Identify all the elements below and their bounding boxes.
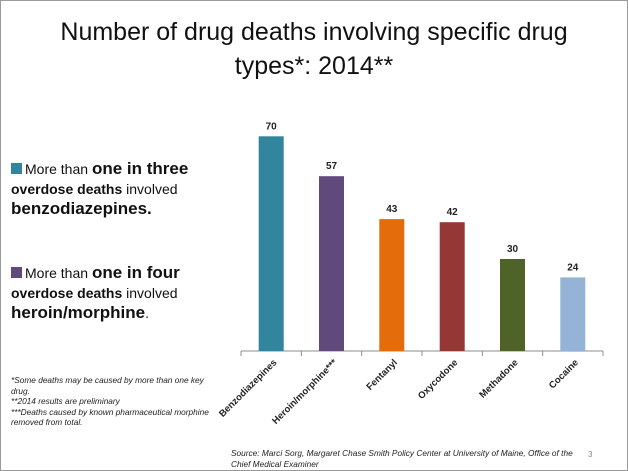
footnote-3: ***Deaths caused by known pharmaceutical… — [11, 406, 209, 428]
bullet-emphasis-secondary: overdose deaths — [11, 181, 123, 197]
slide-title: Number of drug deaths involving specific… — [60, 18, 568, 80]
bullet-heroin: More than one in four overdose deaths in… — [11, 263, 226, 323]
x-tick-label: Cocaine — [547, 357, 581, 391]
bullet-emphasis: one in four — [91, 263, 180, 282]
bar-fentanyl — [379, 219, 405, 351]
x-tick-label: Fentanyl — [365, 357, 400, 392]
bullet-drug-name: heroin/morphine — [11, 303, 146, 322]
source-note: Source: Marci Sorg, Margaret Chase Smith… — [231, 448, 573, 469]
data-label: 57 — [326, 161, 338, 172]
bullet-emphasis-secondary: overdose deaths — [11, 285, 123, 301]
data-label: 42 — [447, 207, 459, 218]
footnotes: *Some deaths may be caused by more than … — [11, 375, 211, 428]
bullet-text-mid: involved — [122, 285, 178, 301]
bullet-text-post: . — [145, 305, 150, 321]
page-number: 3 — [588, 450, 593, 459]
x-tick-label: Heroin/morphine*** — [270, 357, 340, 427]
x-tick-label: Oxycodone — [416, 357, 460, 401]
data-label: 24 — [567, 262, 579, 273]
bullet-emphasis: one in three — [91, 159, 189, 178]
bullet-text-pre: More than — [25, 161, 92, 177]
bar-heroin-morphine — [319, 176, 344, 351]
x-tick-label: Methadone — [477, 357, 520, 400]
data-label: 43 — [386, 204, 398, 215]
bullet-benzodiazepines: More than one in three overdose deaths i… — [11, 159, 226, 219]
x-tick-label: Benzodiazepines — [217, 357, 279, 419]
bar-cocaine — [560, 277, 586, 351]
data-label: 30 — [507, 244, 519, 255]
bar-methadone — [500, 259, 525, 351]
footnote-1: *Some deaths may be caused by more than … — [11, 375, 204, 396]
bar-benzodiazepines — [258, 136, 284, 351]
bullet-drug-name: benzodiazepines. — [11, 199, 152, 218]
footnote-2: **2014 results are preliminary — [11, 396, 120, 406]
bar-oxycodone — [439, 222, 465, 351]
data-label: 70 — [266, 121, 278, 132]
bullet-square-icon — [11, 267, 22, 278]
bullet-text-mid: involved — [122, 181, 178, 197]
bullet-text-pre: More than — [25, 265, 92, 281]
bullet-square-icon — [11, 163, 22, 174]
